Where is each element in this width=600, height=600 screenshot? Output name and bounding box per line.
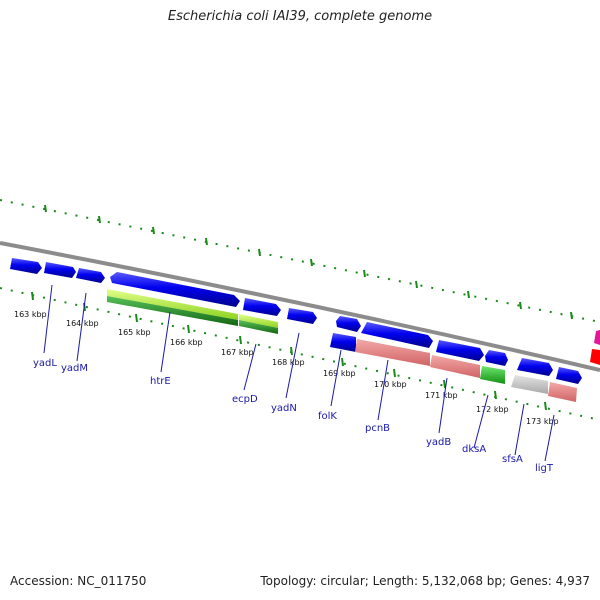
gene-label-pcnb: pcnB — [365, 423, 390, 434]
forward-cds-track — [10, 258, 582, 384]
gene-label-sfsa: sfsA — [502, 454, 523, 465]
topology-text: Topology: circular; Length: 5,132,068 bp… — [260, 574, 590, 588]
gene-label-ligt: ligT — [535, 463, 554, 474]
cds-feature — [436, 340, 484, 361]
tick-label: 170 kbp — [374, 380, 407, 389]
reverse-feature-track — [107, 289, 600, 402]
page-title: Escherichia coli IAI39, complete genome — [167, 9, 433, 24]
gene-label-yadn: yadN — [271, 403, 297, 414]
cds-feature — [110, 272, 240, 307]
tick-label: 172 kbp — [476, 405, 509, 414]
tick-label: 165 kbp — [118, 328, 151, 337]
outer-tick-ring — [0, 199, 600, 323]
genome-backbone — [0, 241, 600, 372]
gene-label-dksa: dksA — [462, 444, 486, 455]
tick-label: 168 kbp — [272, 358, 305, 367]
cds-feature — [336, 316, 361, 332]
tick-label: 166 kbp — [170, 338, 203, 347]
cds-feature — [361, 322, 433, 348]
tick-label: 171 kbp — [425, 391, 458, 400]
gene-label-yadb: yadB — [426, 437, 451, 448]
cds-feature — [10, 258, 42, 274]
cds-feature — [517, 358, 553, 376]
tick-label: 163 kbp — [14, 310, 47, 319]
gene-leader-lines — [43, 284, 555, 462]
tick-label: 167 kbp — [221, 348, 254, 357]
inner-tick-ring — [0, 287, 600, 421]
gene-label-ecpd: ecpD — [232, 394, 258, 405]
tick-label: 173 kbp — [526, 417, 559, 426]
accession-text: Accession: NC_011750 — [10, 574, 147, 588]
cds-feature — [556, 367, 582, 384]
cds-feature — [44, 262, 76, 278]
tick-label: 169 kbp — [323, 369, 356, 378]
gene-labels: yadL yadM htrE ecpD yadN folK pcnB yadB … — [33, 358, 554, 474]
gene-label-yadl: yadL — [33, 358, 57, 369]
cds-feature — [76, 268, 105, 283]
gene-label-yadm: yadM — [61, 363, 88, 374]
gene-label-htre: htrE — [150, 376, 171, 387]
gene-label-folk: folK — [318, 411, 337, 422]
cds-feature — [485, 350, 508, 366]
cds-feature — [287, 308, 317, 324]
cds-feature — [243, 298, 281, 316]
